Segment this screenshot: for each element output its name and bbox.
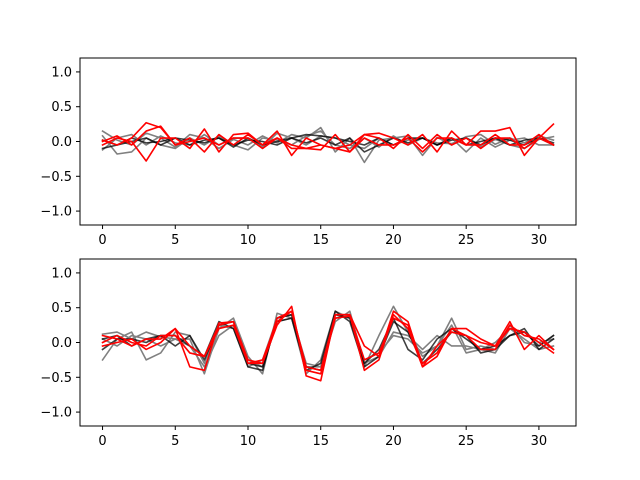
x-tick-label: 10	[240, 434, 257, 449]
y-tick-label: 0.0	[51, 135, 72, 150]
y-tick-label: 1.0	[51, 65, 72, 80]
y-tick-label: 0.5	[51, 301, 72, 316]
x-tick-label: 20	[385, 233, 402, 248]
x-tick-label: 5	[171, 434, 179, 449]
series-line-7	[101, 125, 555, 153]
y-tick-label: −0.5	[40, 371, 72, 386]
y-tick-label: 0.5	[51, 100, 72, 115]
x-tick-label: 10	[240, 233, 257, 248]
x-tick-label: 25	[458, 233, 475, 248]
y-tick-label: 0.0	[51, 336, 72, 351]
y-tick-label: −0.5	[40, 170, 72, 185]
x-tick-label: 15	[312, 434, 329, 449]
x-tick-label: 0	[98, 434, 106, 449]
x-tick-label: 30	[531, 233, 548, 248]
series-line-6	[101, 310, 555, 372]
series-lines	[101, 121, 555, 164]
y-tick-label: −1.0	[40, 406, 72, 421]
x-tick-label: 0	[98, 233, 106, 248]
x-tick-label: 25	[458, 434, 475, 449]
x-tick-label: 5	[171, 233, 179, 248]
x-tick-label: 20	[385, 434, 402, 449]
bottom-subplot: 0 5 10 15 20 25 30 −1.0 −0.5 0.0 0.5 1.0	[40, 258, 577, 449]
x-tick-label: 15	[312, 233, 329, 248]
series-line-7	[101, 310, 555, 375]
y-tick-label: −1.0	[40, 205, 72, 220]
x-tick-label: 30	[531, 434, 548, 449]
y-tick-label: 1.0	[51, 266, 72, 281]
series-lines	[101, 305, 555, 382]
top-subplot: 0 5 10 15 20 25 30 −1.0 −0.5 0.0 0.5 1.0	[40, 57, 577, 248]
series-line-4	[101, 310, 555, 372]
